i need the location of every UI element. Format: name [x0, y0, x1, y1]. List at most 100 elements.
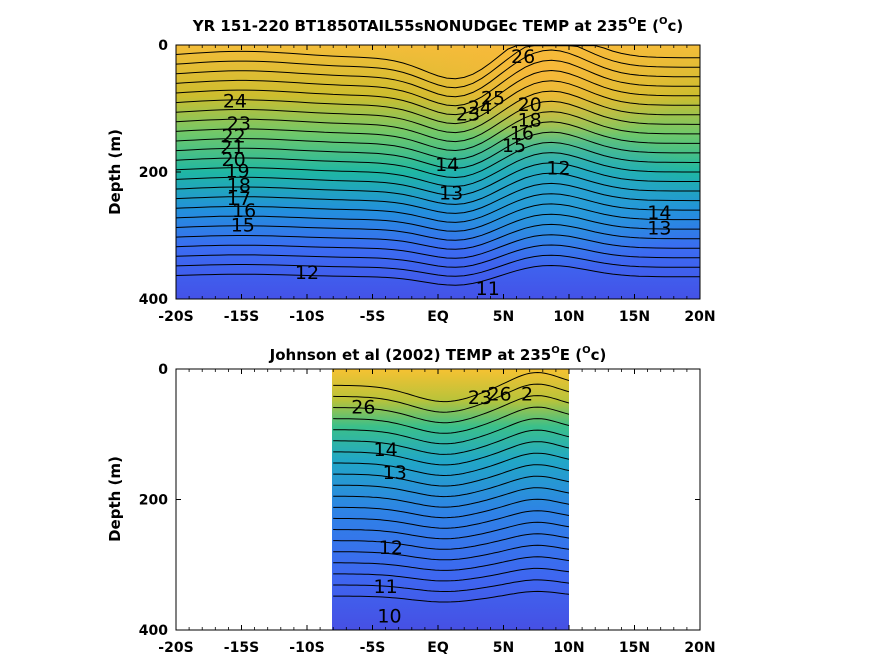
- top-panel-contour-line: [176, 244, 700, 268]
- bottom-panel-xtick-label: 20N: [684, 640, 715, 656]
- bottom-panel-title-unit-sup: O: [582, 345, 591, 356]
- bottom-panel-ytick-label: 400: [139, 623, 168, 639]
- bottom-panel-contour-line: [333, 510, 569, 529]
- top-panel-xtick-label: 15N: [619, 309, 650, 325]
- bottom-panel-contour-line: [333, 395, 569, 424]
- top-panel-xtick-label: 5N: [493, 309, 514, 325]
- top-panel-contour-line: [176, 162, 700, 196]
- top-panel-contour-label: 23: [456, 103, 480, 125]
- bottom-panel-title: Johnson et al (2002) TEMP at 235OE (Oc): [269, 345, 607, 364]
- bottom-panel-contour-label: 26: [351, 397, 375, 419]
- top-panel-xtick-label: 10N: [553, 309, 584, 325]
- top-panel-title: YR 151-220 BT1850TAIL55sNONUDGEc TEMP at…: [192, 16, 683, 35]
- top-panel-contour-label: 18: [227, 174, 251, 196]
- bottom-panel-contour-line: [333, 418, 569, 445]
- bottom-panel-contour-line: [333, 441, 569, 466]
- bottom-panel-contour-line: [333, 567, 569, 582]
- top-panel-contour-line: [176, 59, 700, 107]
- top-panel-contour-label: 14: [647, 202, 671, 224]
- top-panel-xtick-label: -15S: [224, 309, 259, 325]
- bottom-panel-contour-label: 13: [383, 462, 407, 484]
- top-panel-title-unit-sup: O: [659, 16, 668, 27]
- bottom-panel-xtick-label: -15S: [224, 640, 259, 656]
- top-panel-contour-line: [176, 193, 700, 223]
- top-panel-contour-line: [176, 152, 700, 187]
- top-panel-contour-label: 24: [223, 91, 247, 113]
- top-panel-contour-line: [176, 223, 700, 250]
- bottom-panel-xtick-label: -20S: [158, 640, 193, 656]
- top-panel-contour-label: 16: [232, 200, 256, 222]
- top-panel-contour-label: 21: [220, 136, 244, 158]
- top-panel-contour-label: 20: [222, 149, 246, 171]
- top-panel-xtick-label: 20N: [684, 309, 715, 325]
- top-panel-contour-line: [176, 131, 700, 170]
- top-panel-title-degree: O: [628, 16, 637, 27]
- top-panel-contour-label: 22: [222, 126, 246, 148]
- top-panel-contour-label: 17: [227, 188, 251, 210]
- top-panel-contour-label: 26: [511, 46, 535, 68]
- bottom-panel-xtick-label: 10N: [553, 640, 584, 656]
- top-panel-contour-line: [176, 203, 700, 232]
- top-panel-contour-label: 13: [439, 183, 463, 205]
- bottom-panel-contour-line: [333, 556, 569, 571]
- bottom-panel-contour-label: 14: [374, 439, 398, 461]
- bottom-panel-xtick-label: 15N: [619, 640, 650, 656]
- top-panel-contour-label: 12: [546, 157, 570, 179]
- bottom-panel-contour-line: [333, 475, 569, 498]
- top-panel-contour-label: 13: [647, 218, 671, 240]
- top-panel-contour-line: [176, 45, 700, 80]
- top-panel-contour-label: 25: [481, 87, 505, 109]
- top-panel-contour-label: 23: [227, 113, 251, 135]
- top-panel-contour-label: 19: [225, 161, 249, 183]
- top-panel-ytick-label: 0: [158, 38, 168, 54]
- top-panel-contours: [176, 45, 700, 286]
- top-panel-contour-label: 20: [518, 94, 542, 116]
- top-panel-contour-line: [176, 100, 700, 143]
- top-panel-contour-line: [176, 213, 700, 241]
- top-panel-contour-line: [176, 141, 700, 179]
- bottom-panel-contours: [333, 371, 569, 603]
- top-panel-contour-line: [176, 90, 700, 134]
- bottom-panel-contour-line: [333, 406, 569, 434]
- bottom-panel-ytick-label: 0: [158, 362, 168, 378]
- bottom-panel-contour-label: 11: [374, 576, 398, 598]
- bottom-panel-xtick-label: -10S: [289, 640, 324, 656]
- bottom-panel-contour-label: 23: [468, 387, 492, 409]
- top-panel-xtick-label: -20S: [158, 309, 193, 325]
- top-panel-contour-line: [176, 49, 700, 98]
- top-panel-contour-line: [176, 172, 700, 205]
- top-panel-contour-line: [176, 80, 700, 125]
- top-panel-contour-label: 18: [518, 110, 542, 132]
- top-panel-contour-label: 24: [468, 97, 492, 119]
- bottom-panel-contour-line: [333, 544, 569, 561]
- top-panel-contour-line: [176, 45, 700, 89]
- top-panel-contour-line: [176, 264, 700, 286]
- top-panel-contour-label: 15: [502, 135, 526, 157]
- top-panel-ytick-label: 400: [139, 292, 168, 308]
- bottom-panel-contour-line: [333, 590, 569, 603]
- top-panel-xtick-label: EQ: [427, 309, 449, 325]
- top-panel-contour-label: 14: [435, 154, 459, 176]
- bottom-panel-contour-line: [333, 452, 569, 477]
- bottom-panel-contour-line: [333, 383, 569, 413]
- bottom-panel-contour-line: [333, 533, 569, 550]
- bottom-panel-contour-label: 10: [377, 605, 401, 627]
- bottom-panel-contour-line: [333, 521, 569, 540]
- bottom-panel-contour-line: [333, 487, 569, 508]
- bottom-panel-ytick-label: 200: [139, 493, 168, 509]
- top-panel-xtick-label: -10S: [289, 309, 324, 325]
- top-panel-ticks: -20S -15S -10S -5S EQ 5N 10N 15N 20N 0 200 400: [139, 38, 716, 325]
- bottom-panel-contour-line: [333, 498, 569, 519]
- top-panel-contour-line: [176, 182, 700, 214]
- top-panel-contour-label: 15: [231, 214, 255, 236]
- bottom-panel-title-degree: O: [551, 345, 560, 356]
- bottom-panel-xtick-label: -5S: [360, 640, 386, 656]
- top-panel-contour-label: 11: [476, 278, 500, 300]
- bottom-panel-contour-label: 12: [379, 537, 403, 559]
- bottom-panel-xtick-label: 5N: [493, 640, 514, 656]
- bottom-panel-contour-label: 2: [521, 384, 533, 406]
